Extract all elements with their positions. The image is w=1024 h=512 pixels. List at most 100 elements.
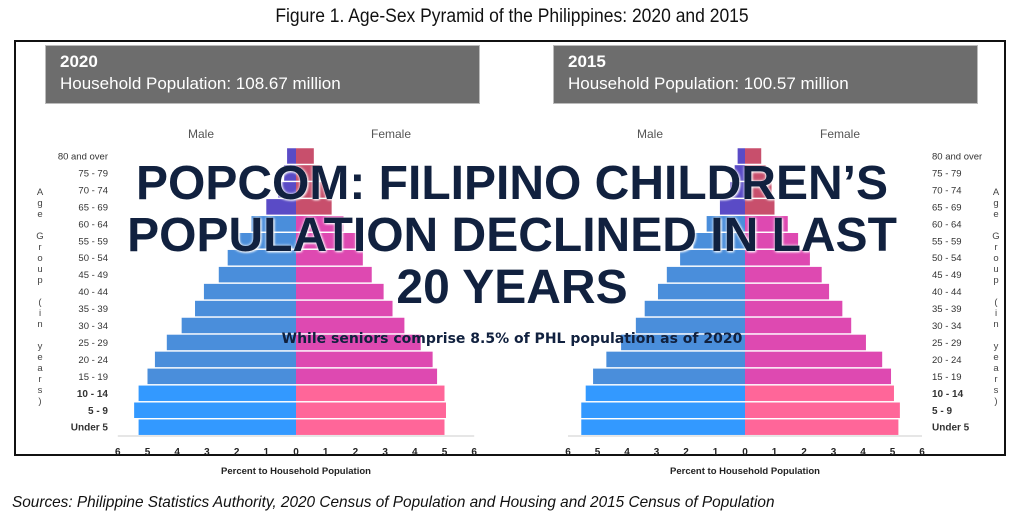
male-bar (251, 216, 296, 232)
x-tick-label: 5 (595, 447, 601, 458)
female-bar (745, 233, 799, 249)
headline-line: POPCOM: FILIPINO CHILDREN’S (135, 157, 888, 210)
x-tick-label: 2 (801, 447, 807, 458)
female-label: Female (371, 127, 411, 141)
header-year: 2020 (60, 52, 98, 71)
male-bar (730, 182, 745, 198)
female-bar (745, 385, 894, 402)
y-axis-title-letter: p (993, 275, 998, 286)
female-bar (296, 334, 421, 351)
figure-title: Figure 1. Age-Sex Pyramid of the Philipp… (275, 6, 749, 27)
female-bar (296, 266, 372, 283)
female-bar (745, 249, 810, 266)
age-label: 80 and over (58, 152, 108, 163)
x-tick-label: 4 (860, 447, 866, 458)
x-tick-label: 1 (323, 447, 329, 458)
age-label: 35 - 39 (78, 304, 108, 315)
male-bar (181, 317, 296, 334)
y-axis-title-letter: r (38, 242, 41, 253)
age-label: 50 - 54 (932, 253, 962, 264)
female-bar (296, 165, 320, 181)
male-bar (621, 334, 745, 351)
female-bar (296, 216, 344, 232)
male-bar (635, 317, 745, 334)
x-tick-label: 4 (624, 447, 630, 458)
male-bar (166, 334, 296, 351)
headline-line: 20 YEARS (396, 261, 628, 314)
age-label: 10 - 14 (77, 389, 109, 400)
x-tick-label: 4 (174, 447, 180, 458)
header-year: 2015 (568, 52, 606, 71)
male-bar (719, 199, 745, 215)
female-bar (296, 419, 445, 435)
male-bar (593, 368, 745, 385)
age-label: 40 - 44 (78, 287, 108, 298)
age-label: 55 - 59 (932, 236, 962, 247)
y-axis-title-letter: o (993, 253, 998, 264)
sources-note: Sources: Philippine Statistics Authority… (12, 494, 775, 511)
y-axis-title-letter: e (993, 209, 998, 220)
age-label: 30 - 34 (932, 321, 962, 332)
male-bar (203, 283, 296, 300)
age-label: 15 - 19 (932, 372, 962, 383)
y-axis-title-letter: g (37, 198, 42, 209)
y-axis-title-letter: r (994, 242, 997, 253)
y-axis-title-letter: G (992, 231, 999, 242)
pyramid-2015: 80 and over 75 - 79 70 - 74 65 - 69 60 - 64 5… (565, 127, 1000, 477)
male-bar (693, 233, 745, 249)
x-tick-label: 6 (565, 447, 571, 458)
y-axis-title-letter: n (37, 319, 42, 330)
age-label: 65 - 69 (932, 202, 962, 213)
y-axis-title-letter: ) (994, 396, 997, 407)
pyramid-2020: 80 and over 75 - 79 70 - 74 65 - 69 60 - 64 5… (36, 127, 477, 477)
female-bar (296, 233, 356, 249)
x-tick-label: 6 (471, 447, 477, 458)
male-bar (606, 351, 745, 368)
male-bar (147, 368, 296, 385)
male-bar (734, 165, 745, 181)
female-bar (296, 351, 433, 368)
y-axis-title-letter: e (993, 352, 998, 363)
female-bar (296, 148, 314, 164)
age-label: 70 - 74 (78, 185, 108, 196)
age-label: 40 - 44 (932, 287, 962, 298)
age-label: 60 - 64 (932, 219, 962, 230)
female-bar (745, 419, 899, 435)
age-label: 5 - 9 (88, 406, 108, 417)
male-bar (737, 148, 745, 164)
female-bar (745, 300, 843, 317)
headline-overlay: POPCOM: FILIPINO CHILDREN’S POPULATION D… (114, 158, 910, 314)
x-tick-label: 2 (353, 447, 359, 458)
age-label: Under 5 (932, 423, 970, 434)
x-tick-label: 1 (713, 447, 719, 458)
male-bar (644, 300, 745, 317)
female-bar (745, 199, 775, 215)
y-axis-title-letter: g (993, 198, 998, 209)
female-bar (296, 368, 438, 385)
x-tick-label: 0 (742, 447, 748, 458)
y-axis-title-letter: n (993, 319, 998, 330)
female-bar (296, 402, 446, 418)
x-axis-title: Percent to Household Population (221, 466, 371, 477)
x-tick-label: 1 (772, 447, 778, 458)
age-label: 20 - 24 (78, 355, 108, 366)
x-tick-label: 1 (264, 447, 270, 458)
age-label: 10 - 14 (932, 389, 964, 400)
male-bar (266, 199, 296, 215)
y-axis-title-letter: y (994, 341, 999, 352)
x-tick-label: 2 (234, 447, 240, 458)
y-axis-title-letter: ) (38, 396, 41, 407)
x-tick-label: 2 (683, 447, 689, 458)
age-label: 25 - 29 (932, 338, 962, 349)
y-axis-title-letter: a (37, 363, 43, 374)
header-2020: 2020 Household Population: 108.67 millio… (45, 45, 480, 104)
female-bar (745, 266, 822, 283)
male-bar (134, 402, 296, 418)
female-bar (745, 148, 762, 164)
female-bar (745, 368, 892, 385)
male-bar (284, 165, 296, 181)
x-tick-label: 0 (293, 447, 299, 458)
x-tick-label: 5 (890, 447, 896, 458)
age-label: 35 - 39 (932, 304, 962, 315)
